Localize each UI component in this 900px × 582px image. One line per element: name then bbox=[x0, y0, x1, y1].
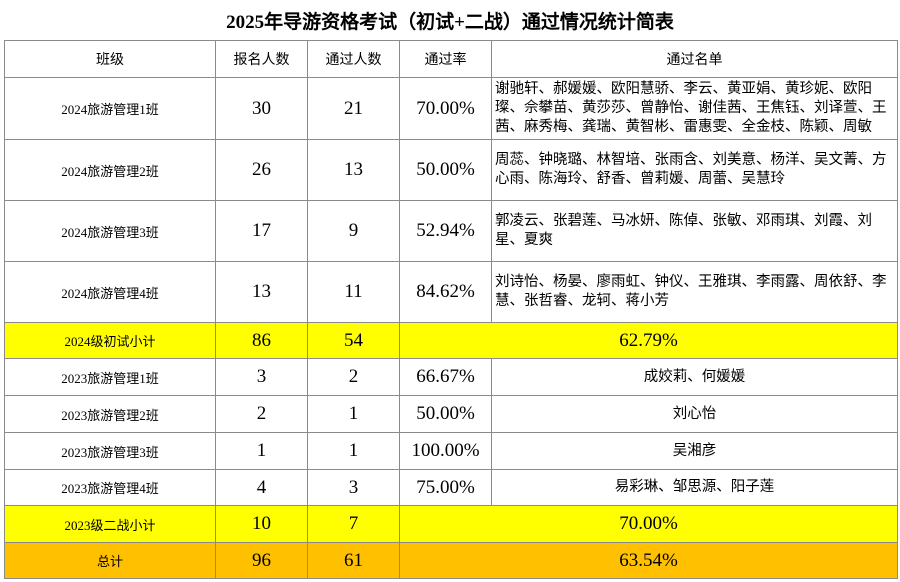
enrolled-cell: 26 bbox=[215, 139, 308, 201]
table-row: 2023旅游管理2班 2 1 50.00% 刘心怡 bbox=[4, 395, 898, 433]
header-row: 班级 报名人数 通过人数 通过率 通过名单 bbox=[4, 40, 898, 78]
subtotal-row-2024: 2024级初试小计 86 54 62.79% bbox=[4, 322, 898, 359]
enrolled-cell: 30 bbox=[215, 77, 308, 140]
names-cell: 谢驰轩、郝媛媛、欧阳慧骄、李云、黄亚娟、黄珍妮、欧阳璨、佘攀苗、黄莎莎、曾静怡、… bbox=[491, 77, 898, 140]
subtotal-enrolled: 86 bbox=[215, 322, 308, 359]
passed-cell: 9 bbox=[307, 200, 400, 262]
class-cell: 2024旅游管理2班 bbox=[4, 139, 216, 201]
passed-cell: 13 bbox=[307, 139, 400, 201]
subtotal-enrolled: 10 bbox=[215, 505, 308, 543]
class-cell: 2024旅游管理4班 bbox=[4, 261, 216, 323]
rate-cell: 66.67% bbox=[399, 358, 492, 396]
table-row: 2024旅游管理2班 26 13 50.00% 周蕊、钟晓璐、林智培、张雨含、刘… bbox=[4, 139, 898, 201]
total-rate: 63.54% bbox=[399, 542, 898, 579]
rate-cell: 50.00% bbox=[399, 139, 492, 201]
class-cell: 2023旅游管理2班 bbox=[4, 395, 216, 433]
class-cell: 2023旅游管理3班 bbox=[4, 432, 216, 470]
class-cell: 2024旅游管理3班 bbox=[4, 200, 216, 262]
rate-cell: 100.00% bbox=[399, 432, 492, 470]
passed-cell: 1 bbox=[307, 395, 400, 433]
rate-cell: 84.62% bbox=[399, 261, 492, 323]
names-cell: 刘心怡 bbox=[491, 395, 898, 433]
rate-cell: 75.00% bbox=[399, 469, 492, 506]
class-cell: 2023旅游管理1班 bbox=[4, 358, 216, 396]
passed-cell: 2 bbox=[307, 358, 400, 396]
subtotal-passed: 7 bbox=[307, 505, 400, 543]
subtotal-rate: 70.00% bbox=[399, 505, 898, 543]
subtotal-passed: 54 bbox=[307, 322, 400, 359]
total-passed: 61 bbox=[307, 542, 400, 579]
enrolled-cell: 13 bbox=[215, 261, 308, 323]
subtotal-label: 2023级二战小计 bbox=[4, 505, 216, 543]
table-row: 2023旅游管理4班 4 3 75.00% 易彩琳、邹思源、阳子莲 bbox=[4, 469, 898, 506]
total-label: 总计 bbox=[4, 542, 216, 579]
enrolled-cell: 3 bbox=[215, 358, 308, 396]
subtotal-rate: 62.79% bbox=[399, 322, 898, 359]
names-cell: 易彩琳、邹思源、阳子莲 bbox=[491, 469, 898, 506]
passed-cell: 21 bbox=[307, 77, 400, 140]
passed-cell: 11 bbox=[307, 261, 400, 323]
header-rate: 通过率 bbox=[399, 40, 492, 78]
page-title: 2025年导游资格考试（初试+二战）通过情况统计简表 bbox=[226, 11, 674, 33]
header-names: 通过名单 bbox=[491, 40, 898, 78]
enrolled-cell: 4 bbox=[215, 469, 308, 506]
enrolled-cell: 1 bbox=[215, 432, 308, 470]
subtotal-row-2023: 2023级二战小计 10 7 70.00% bbox=[4, 505, 898, 543]
table-row: 2024旅游管理1班 30 21 70.00% 谢驰轩、郝媛媛、欧阳慧骄、李云、… bbox=[4, 77, 898, 140]
total-row: 总计 96 61 63.54% bbox=[4, 542, 898, 579]
table-row: 2023旅游管理1班 3 2 66.67% 成姣莉、何媛媛 bbox=[4, 358, 898, 396]
enrolled-cell: 17 bbox=[215, 200, 308, 262]
table-row: 2024旅游管理3班 17 9 52.94% 郭凌云、张碧莲、马冰妍、陈倬、张敏… bbox=[4, 200, 898, 262]
names-cell: 成姣莉、何媛媛 bbox=[491, 358, 898, 396]
table-row: 2024旅游管理4班 13 11 84.62% 刘诗怡、杨晏、廖雨虹、钟仪、王雅… bbox=[4, 261, 898, 323]
enrolled-cell: 2 bbox=[215, 395, 308, 433]
header-passed: 通过人数 bbox=[307, 40, 400, 78]
names-cell: 吴湘彦 bbox=[491, 432, 898, 470]
total-enrolled: 96 bbox=[215, 542, 308, 579]
passed-cell: 3 bbox=[307, 469, 400, 506]
names-cell: 刘诗怡、杨晏、廖雨虹、钟仪、王雅琪、李雨露、周依舒、李慧、张哲睿、龙轲、蒋小芳 bbox=[491, 261, 898, 323]
rate-cell: 52.94% bbox=[399, 200, 492, 262]
class-cell: 2023旅游管理4班 bbox=[4, 469, 216, 506]
names-cell: 周蕊、钟晓璐、林智培、张雨含、刘美意、杨洋、吴文菁、方心雨、陈海玲、舒香、曾莉媛… bbox=[491, 139, 898, 201]
header-enrolled: 报名人数 bbox=[215, 40, 308, 78]
rate-cell: 70.00% bbox=[399, 77, 492, 140]
table-row: 2023旅游管理3班 1 1 100.00% 吴湘彦 bbox=[4, 432, 898, 470]
subtotal-label: 2024级初试小计 bbox=[4, 322, 216, 359]
rate-cell: 50.00% bbox=[399, 395, 492, 433]
class-cell: 2024旅游管理1班 bbox=[4, 77, 216, 140]
passed-cell: 1 bbox=[307, 432, 400, 470]
pass-statistics-table: 班级 报名人数 通过人数 通过率 通过名单 2024旅游管理1班 30 21 7… bbox=[4, 40, 898, 579]
header-class: 班级 bbox=[4, 40, 216, 78]
names-cell: 郭凌云、张碧莲、马冰妍、陈倬、张敏、邓雨琪、刘霞、刘星、夏爽 bbox=[491, 200, 898, 262]
